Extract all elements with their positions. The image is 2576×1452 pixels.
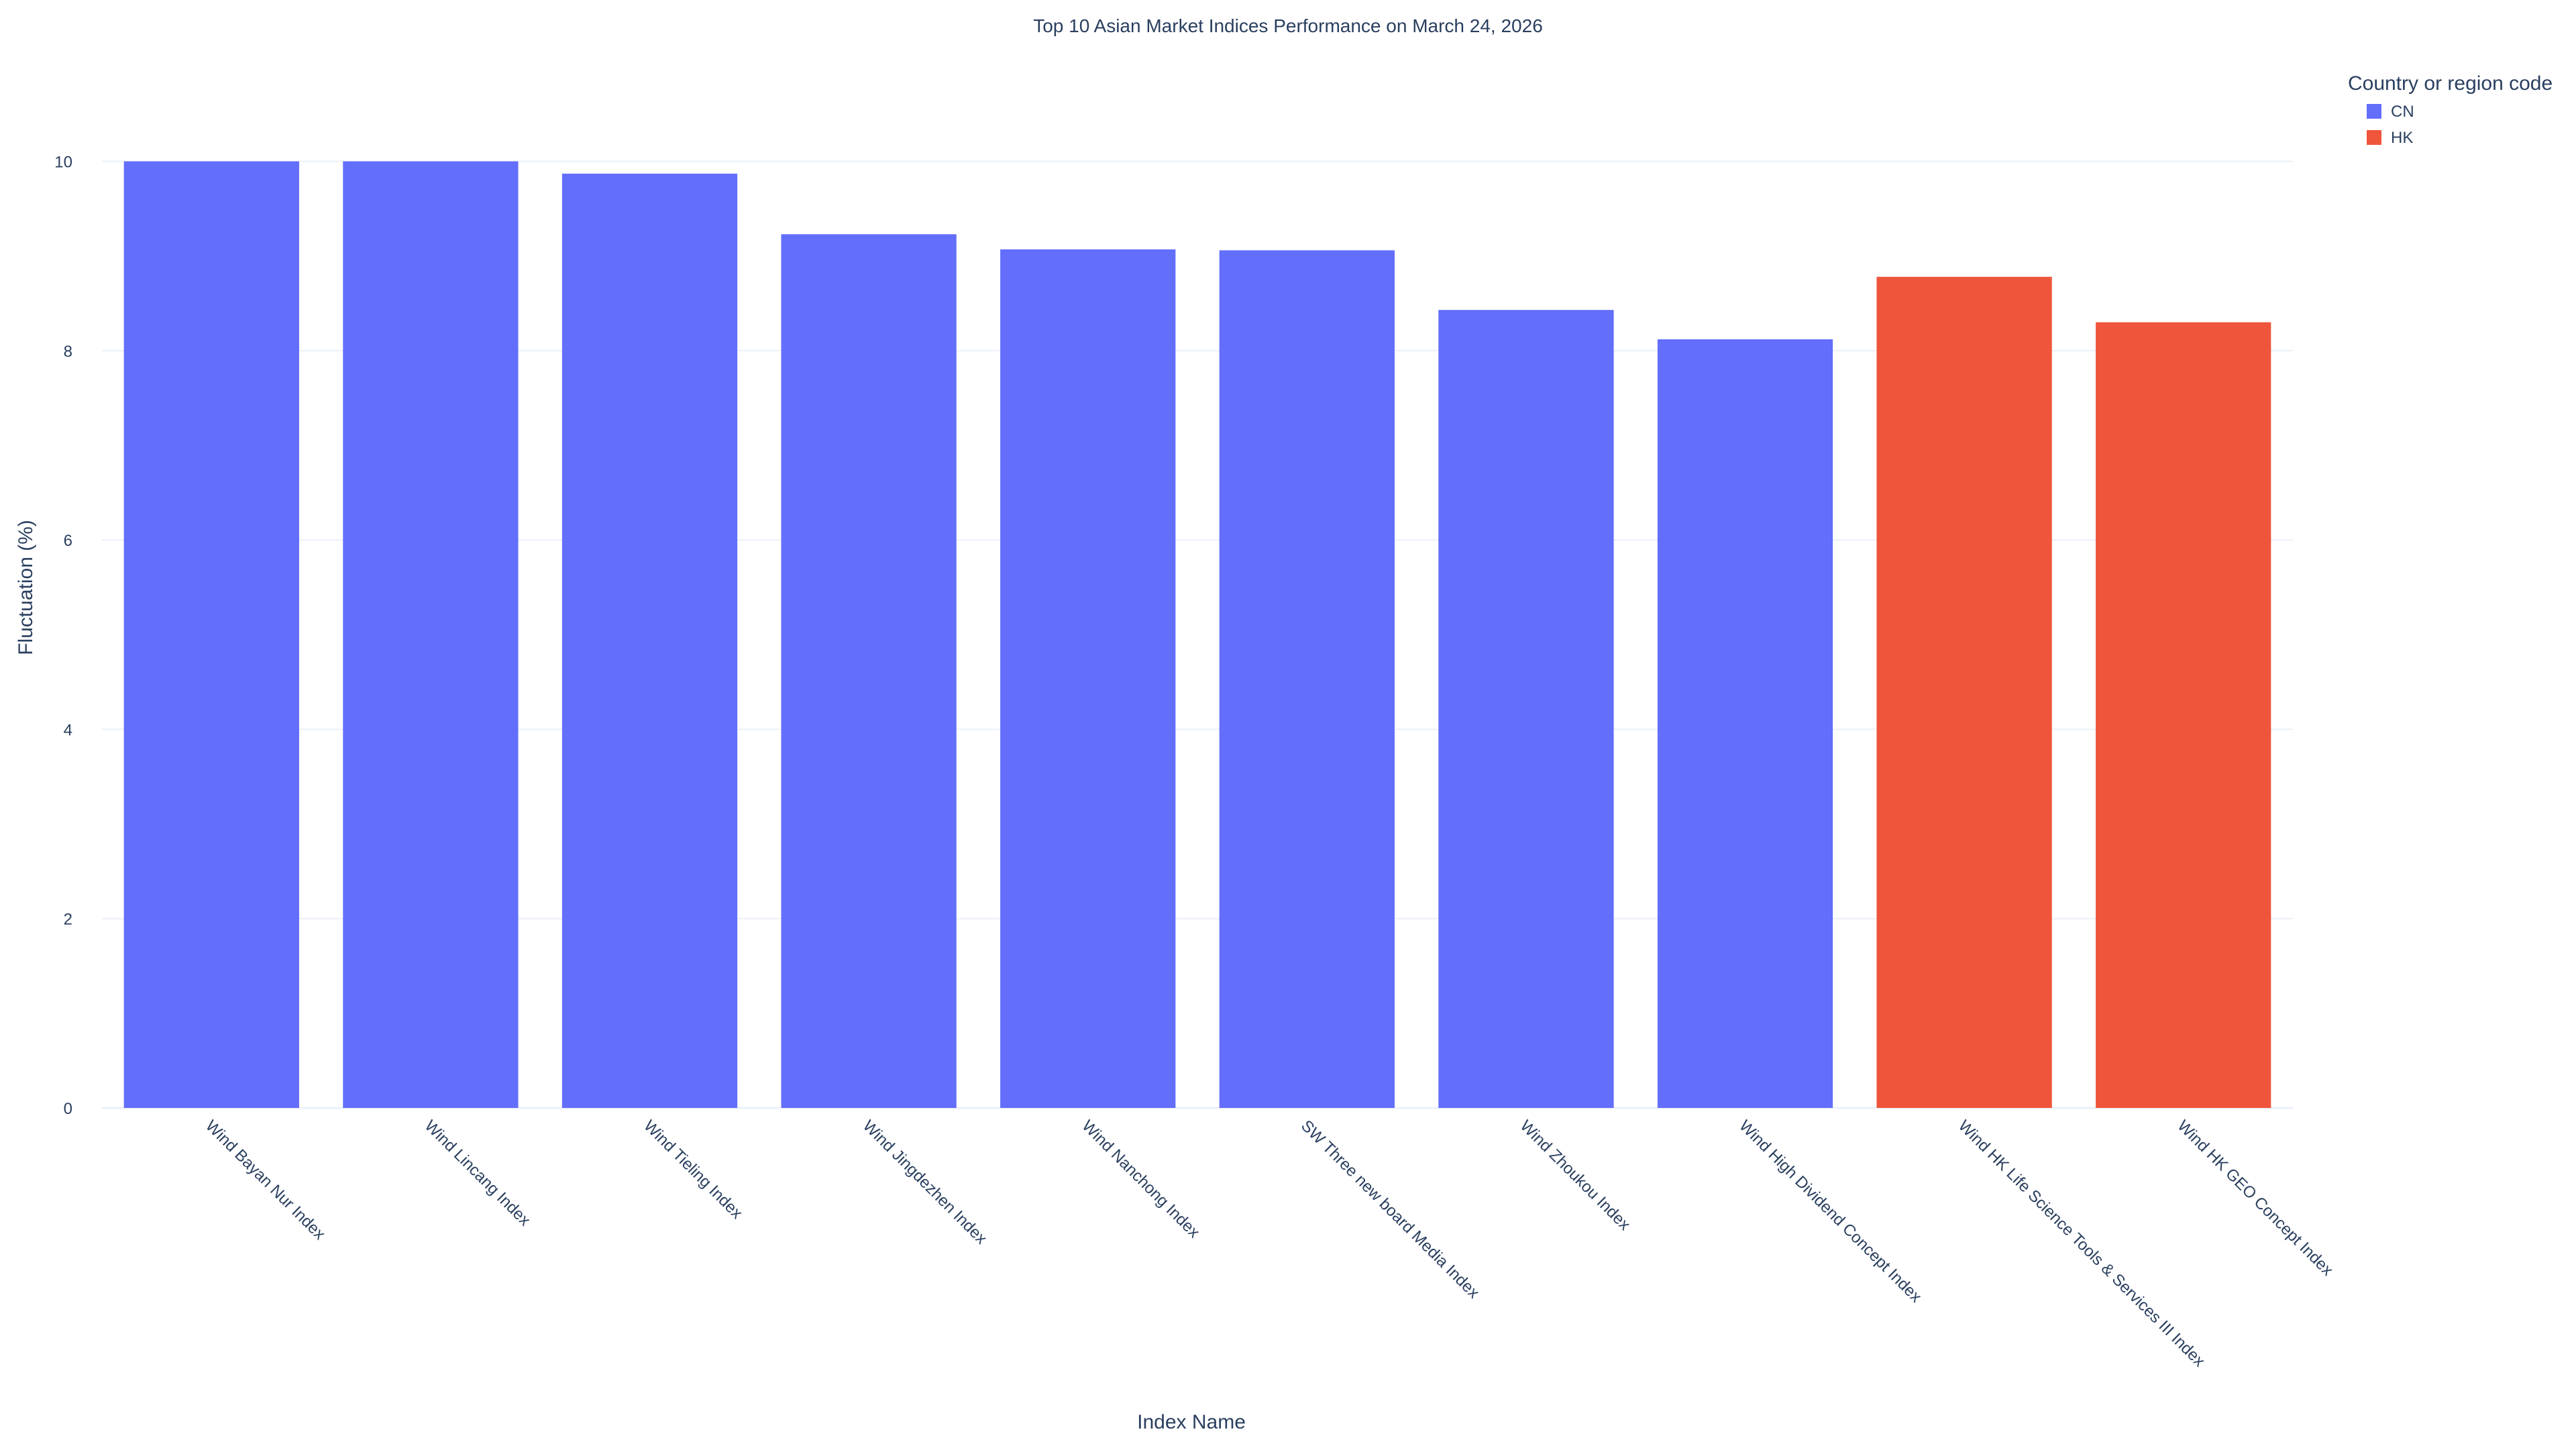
y-axis-title: Fluctuation (%) (15, 520, 37, 655)
bar (343, 161, 519, 1109)
bars (123, 161, 2271, 1109)
bar (123, 161, 299, 1109)
legend-label: HK (2391, 129, 2413, 147)
legend-items: CN HK (2367, 103, 2414, 147)
x-axis-title: Index Name (1137, 1411, 1246, 1433)
bar (561, 173, 738, 1108)
y-tick-label: 0 (64, 1100, 72, 1118)
y-tick-label: 6 (64, 532, 72, 550)
chart-title: Top 10 Asian Market Indices Performance … (1033, 15, 1543, 36)
legend-swatch (2367, 104, 2381, 119)
legend-label: CN (2391, 103, 2414, 121)
bar (2096, 322, 2271, 1108)
bar (1219, 250, 1395, 1108)
legend-title: Country or region code (2348, 72, 2553, 95)
y-tick-label: 2 (64, 911, 72, 929)
legend-swatch (2367, 130, 2381, 145)
y-tick-label: 10 (54, 154, 72, 172)
bar (1657, 339, 1833, 1108)
y-tick-label: 8 (64, 343, 72, 361)
bar (1876, 276, 2052, 1108)
bar (781, 234, 957, 1108)
bar (1000, 249, 1176, 1109)
bar (1438, 310, 1614, 1108)
y-tick-label: 4 (64, 721, 72, 739)
legend: Country or region code CN HK (2348, 72, 2553, 147)
